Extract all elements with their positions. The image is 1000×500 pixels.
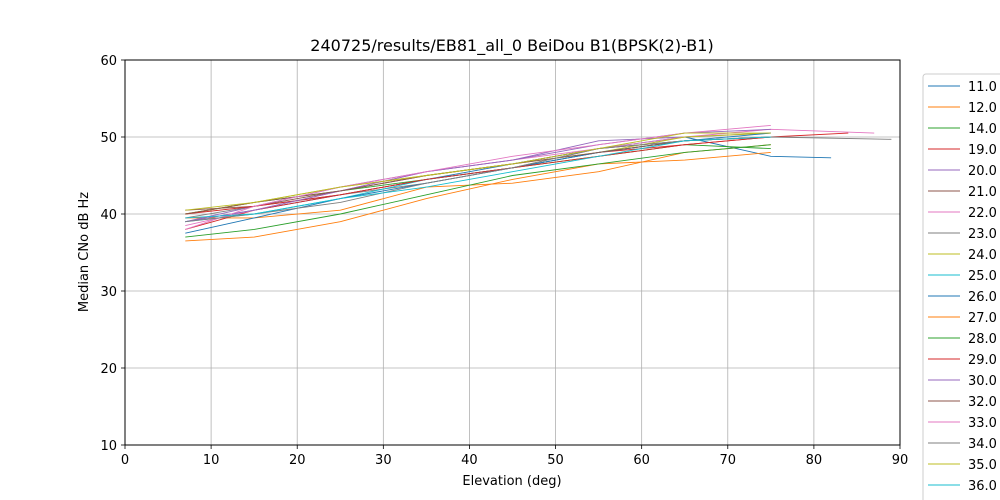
legend-label: 29.0 bbox=[968, 353, 997, 368]
y-tick-label: 30 bbox=[100, 285, 117, 300]
legend-label: 27.0 bbox=[968, 311, 997, 326]
series-line-36.0 bbox=[185, 136, 771, 219]
x-axis-title: Elevation (deg) bbox=[462, 474, 561, 489]
legend-label: 20.0 bbox=[968, 164, 997, 179]
x-tick-label: 30 bbox=[375, 453, 392, 468]
x-tick-label: 80 bbox=[806, 453, 823, 468]
legend-label: 33.0 bbox=[968, 416, 997, 431]
plot-frame bbox=[124, 59, 901, 446]
ticks: 0 10 20 30 40 50 60 70 80 90 10 20 30 40 50 60 bbox=[100, 54, 908, 468]
x-tick-label: 90 bbox=[892, 453, 909, 468]
x-tick-label: 70 bbox=[720, 453, 737, 468]
y-tick-label: 20 bbox=[100, 362, 117, 377]
y-axis-title: Median CNo dB Hz bbox=[77, 192, 92, 312]
x-tick-label: 0 bbox=[121, 453, 129, 468]
legend-label: 21.0 bbox=[968, 185, 997, 200]
series-line-27.0 bbox=[185, 151, 771, 242]
x-tick-label: 20 bbox=[289, 453, 306, 468]
series-line-35.0 bbox=[185, 132, 771, 211]
legend-label: 24.0 bbox=[968, 248, 997, 263]
x-tick-label: 10 bbox=[203, 453, 220, 468]
legend-label: 25.0 bbox=[968, 269, 997, 284]
legend-label: 32.0 bbox=[968, 395, 997, 410]
legend-label: 22.0 bbox=[968, 206, 997, 221]
y-tick-label: 40 bbox=[100, 208, 117, 223]
legend-label: 35.0 bbox=[968, 458, 997, 473]
legend-label: 12.0 bbox=[968, 101, 997, 116]
legend-label: 36.0 bbox=[968, 479, 997, 494]
x-tick-label: 60 bbox=[633, 453, 650, 468]
legend-label: 26.0 bbox=[968, 290, 997, 305]
chart-title: 240725/results/EB81_all_0 BeiDou B1(BPSK… bbox=[310, 36, 713, 56]
legend-box bbox=[922, 73, 1000, 500]
series-line-29.0 bbox=[185, 136, 771, 215]
series-line-28.0 bbox=[185, 144, 771, 238]
x-tick-label: 50 bbox=[547, 453, 564, 468]
x-tick-label: 40 bbox=[461, 453, 478, 468]
series-line-33.0 bbox=[185, 124, 771, 230]
y-tick-label: 10 bbox=[100, 439, 117, 454]
legend-label: 14.0 bbox=[968, 122, 997, 137]
series-layer bbox=[185, 124, 892, 242]
legend-label: 28.0 bbox=[968, 332, 997, 347]
legend-label: 11.0 bbox=[968, 80, 997, 95]
legend-label: 34.0 bbox=[968, 437, 997, 452]
y-tick-label: 50 bbox=[100, 131, 117, 146]
series-line-34.0 bbox=[185, 136, 771, 223]
legend-label: 23.0 bbox=[968, 227, 997, 242]
legend-label: 19.0 bbox=[968, 143, 997, 158]
legend: 11.0 12.0 14.0 19.0 20.0 21.0 22.0 23.0 24.0 25.0… bbox=[922, 73, 1000, 500]
y-tick-label: 60 bbox=[100, 54, 117, 69]
legend-label: 30.0 bbox=[968, 374, 997, 389]
